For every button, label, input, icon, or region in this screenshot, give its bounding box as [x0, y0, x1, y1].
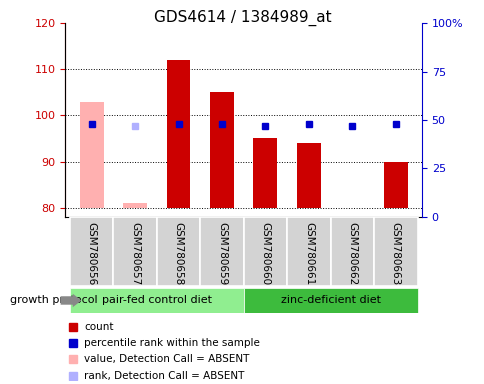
Bar: [373, 217, 417, 286]
Bar: [70, 217, 113, 286]
Text: GSM780659: GSM780659: [216, 222, 227, 286]
Text: GSM780658: GSM780658: [173, 222, 183, 286]
Bar: [243, 217, 287, 286]
Bar: [166, 60, 190, 208]
Bar: [156, 217, 200, 286]
Text: GSM780663: GSM780663: [390, 222, 400, 286]
Bar: [113, 217, 156, 286]
Bar: [287, 217, 330, 286]
Bar: [383, 162, 407, 208]
Text: GSM780662: GSM780662: [347, 222, 357, 286]
Text: percentile rank within the sample: percentile rank within the sample: [84, 338, 260, 348]
Text: growth protocol: growth protocol: [10, 295, 97, 306]
Text: count: count: [84, 322, 114, 332]
Text: value, Detection Call = ABSENT: value, Detection Call = ABSENT: [84, 354, 249, 364]
Bar: [210, 92, 233, 208]
Bar: [200, 217, 243, 286]
Bar: [70, 288, 243, 313]
Bar: [330, 217, 373, 286]
Bar: [79, 101, 103, 208]
Bar: [253, 139, 277, 208]
Text: GDS4614 / 1384989_at: GDS4614 / 1384989_at: [153, 10, 331, 26]
Bar: [243, 288, 417, 313]
Text: pair-fed control diet: pair-fed control diet: [102, 295, 212, 306]
Text: GSM780657: GSM780657: [130, 222, 140, 286]
Bar: [296, 143, 320, 208]
Bar: [123, 203, 147, 208]
Text: GSM780660: GSM780660: [260, 222, 270, 286]
Text: zinc-deficient diet: zinc-deficient diet: [280, 295, 380, 306]
Text: GSM780661: GSM780661: [303, 222, 313, 286]
Text: rank, Detection Call = ABSENT: rank, Detection Call = ABSENT: [84, 371, 244, 381]
Text: GSM780656: GSM780656: [86, 222, 96, 286]
